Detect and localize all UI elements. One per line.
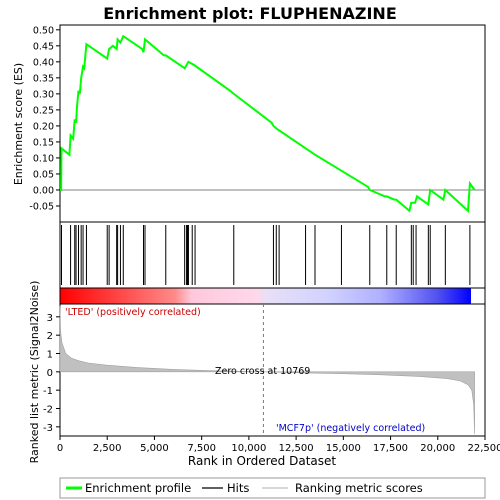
- es-y-tick-label: 0.45: [33, 41, 54, 52]
- es-y-tick-label: 0.25: [33, 105, 54, 116]
- es-y-tick-label: 0.35: [33, 73, 54, 84]
- metric-y-tick-label: -3: [43, 423, 53, 434]
- ranking-colorbar-panel: [59, 287, 486, 305]
- chart-title: Enrichment plot: FLUPHENAZINE: [103, 4, 397, 23]
- positive-phenotype-label: 'LTED' (positively correlated): [65, 307, 201, 318]
- metric-y-axis-label: Ranked list metric (Signal2Noise): [28, 281, 41, 464]
- metric-x-tick-label: 17,500: [373, 443, 408, 454]
- enrichment-profile-polyline: [60, 34, 476, 213]
- es-y-tick-label: 0.20: [33, 121, 54, 132]
- es-y-tick-label: 0.50: [33, 25, 54, 36]
- metric-x-tick-label: 10,000: [231, 443, 266, 454]
- es-y-tick-label: 0.10: [33, 153, 54, 164]
- metric-x-tick-label: 15,000: [326, 443, 361, 454]
- metric-y-tick-label: 3: [47, 313, 53, 324]
- hits-area: [59, 221, 486, 289]
- legend-enrichment-label: Enrichment profile: [85, 481, 191, 495]
- es-y-axis: -0.05 0.00 0.05 0.10 0.15 0.20 0.25 0.30 0.35 0.4…: [29, 25, 60, 212]
- metric-x-tick-label: 20,000: [420, 443, 455, 454]
- metric-panel: -3 -2 -1 0 1 2 3 0 2,500 5,000 7,500 10,000 12,500 1…: [28, 281, 500, 468]
- metric-y-tick-label: 2: [47, 331, 53, 342]
- legend-hits-label: Hits: [227, 481, 249, 495]
- metric-y-tick-label: -1: [43, 386, 53, 397]
- metric-y-tick-label: 1: [47, 350, 53, 361]
- ranking-colorbar: [60, 288, 471, 304]
- zero-cross-label: Zero cross at 10769: [215, 366, 310, 377]
- es-y-tick-label: 0.15: [33, 137, 54, 148]
- metric-x-tick-label: 0: [57, 443, 63, 454]
- es-panel: -0.05 0.00 0.05 0.10 0.15 0.20 0.25 0.30 0.35 0.4…: [12, 24, 486, 223]
- es-y-tick-label: 0.40: [33, 57, 54, 68]
- negative-phenotype-label: 'MCF7p' (negatively correlated): [276, 423, 425, 434]
- hits-panel: [59, 221, 486, 289]
- metric-x-tick-label: 12,500: [279, 443, 314, 454]
- es-y-axis-label: Enrichment score (ES): [12, 63, 25, 185]
- metric-x-tick-label: 22,500: [468, 443, 500, 454]
- es-y-tick-label: -0.05: [29, 201, 54, 212]
- metric-x-axis: 0 2,500 5,000 7,500 10,000 12,500 15,000 17,500…: [57, 436, 500, 454]
- es-y-tick-label: 0.00: [33, 185, 54, 196]
- es-y-tick-label: 0.30: [33, 89, 54, 100]
- hits-markers: [61, 225, 471, 285]
- enrichment-profile-line: [60, 34, 476, 213]
- metric-y-tick-label: 0: [47, 368, 53, 379]
- metric-x-axis-label: Rank in Ordered Dataset: [188, 454, 336, 468]
- metric-y-tick-label: -2: [43, 405, 53, 416]
- es-y-tick-label: 0.05: [33, 169, 54, 180]
- metric-x-tick-label: 5,000: [140, 443, 169, 454]
- metric-y-axis: -3 -2 -1 0 1 2 3: [43, 313, 60, 434]
- legend-metric-label: Ranking metric scores: [295, 481, 423, 495]
- metric-x-tick-label: 7,500: [187, 443, 216, 454]
- legend: Enrichment profile Hits Ranking metric s…: [59, 477, 486, 499]
- metric-x-tick-label: 2,500: [93, 443, 122, 454]
